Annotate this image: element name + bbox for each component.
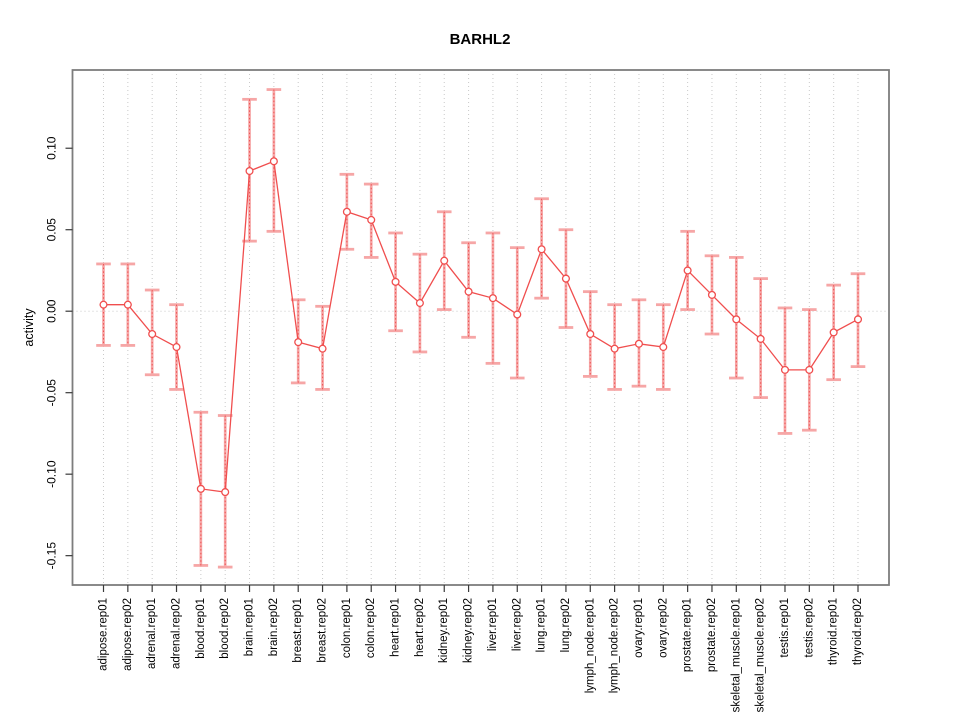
data-point-marker xyxy=(586,329,595,339)
x-tick-label: thyroid.rep01 xyxy=(828,598,840,665)
x-tick-label: adipose.rep02 xyxy=(122,598,134,671)
y-axis-label: activity xyxy=(22,308,36,347)
chart-title: BARHL2 xyxy=(449,31,511,48)
data-point-marker xyxy=(440,256,449,265)
x-tick-label: testis.rep01 xyxy=(779,598,791,657)
y-tick-label: 0.00 xyxy=(45,299,59,323)
data-point-marker xyxy=(123,300,132,309)
data-point-marker xyxy=(172,343,181,352)
series-line xyxy=(103,160,859,493)
data-point-marker xyxy=(148,329,157,339)
x-tick-label: breast.rep02 xyxy=(317,598,329,663)
data-point-marker xyxy=(391,277,400,286)
data-point-marker xyxy=(269,157,278,166)
data-point-marker xyxy=(537,245,546,254)
data-point-marker xyxy=(488,294,497,303)
x-tick-label: brain.rep02 xyxy=(268,598,280,656)
data-point-marker xyxy=(610,344,619,353)
data-point-marker xyxy=(756,334,765,343)
x-tick-label: adipose.rep01 xyxy=(98,598,110,671)
x-tick-label: heart.rep02 xyxy=(414,598,426,657)
y-tick-label: -0.05 xyxy=(45,379,59,407)
data-point-marker xyxy=(805,365,814,374)
x-tick-label: breast.rep01 xyxy=(292,598,304,663)
data-point-marker xyxy=(780,365,790,374)
x-tick-label: prostate.rep01 xyxy=(682,598,694,672)
x-tick-label: blood.rep01 xyxy=(195,598,207,659)
data-point-marker xyxy=(732,315,741,324)
y-tick-label: 0.10 xyxy=(45,136,59,160)
data-point-marker xyxy=(464,287,473,296)
x-tick-label: kidney.rep01 xyxy=(438,598,450,663)
data-point-marker xyxy=(561,274,570,283)
y-tick-label: -0.10 xyxy=(45,460,59,488)
x-tick-label: lymph_node.rep01 xyxy=(584,598,596,693)
x-tick-label: heart.rep01 xyxy=(390,598,402,657)
x-tick-label: skeletal_muscle.rep01 xyxy=(730,598,742,712)
x-tick-label: ovary.rep02 xyxy=(657,598,669,658)
x-tick-label: colon.rep01 xyxy=(341,598,353,658)
x-tick-label: kidney.rep02 xyxy=(463,598,475,663)
x-tick-label: adrenal.rep02 xyxy=(171,598,183,669)
x-tick-label: brain.rep01 xyxy=(244,598,256,656)
data-point-marker xyxy=(513,310,522,319)
data-point-marker xyxy=(634,339,644,348)
x-tick-label: blood.rep02 xyxy=(219,598,231,659)
x-tick-label: lung.rep02 xyxy=(560,598,572,652)
x-tick-label: liver.rep02 xyxy=(511,598,523,651)
x-tick-label: ovary.rep01 xyxy=(633,598,645,658)
x-tick-label: colon.rep02 xyxy=(365,598,377,658)
data-point-marker xyxy=(853,315,863,324)
x-tick-label: skeletal_muscle.rep02 xyxy=(755,598,767,712)
data-point-marker xyxy=(367,215,376,224)
data-point-marker xyxy=(196,484,205,493)
x-tick-label: prostate.rep02 xyxy=(706,598,718,672)
data-point-marker xyxy=(829,328,838,337)
x-tick-label: lymph_node.rep02 xyxy=(609,598,621,693)
x-tick-label: testis.rep02 xyxy=(803,598,815,657)
data-point-marker xyxy=(342,207,351,216)
data-point-marker xyxy=(683,266,692,275)
data-point-marker xyxy=(659,343,668,352)
y-tick-label: -0.15 xyxy=(45,542,59,570)
data-point-marker xyxy=(221,488,230,497)
x-tick-label: liver.rep01 xyxy=(487,598,499,651)
data-point-marker xyxy=(318,344,327,353)
data-point-marker xyxy=(99,300,108,309)
x-tick-label: lung.rep01 xyxy=(536,598,548,652)
plot-frame xyxy=(71,69,890,586)
data-point-marker xyxy=(294,338,303,347)
data-point-marker xyxy=(245,166,254,176)
data-point-marker xyxy=(707,290,717,299)
x-tick-label: thyroid.rep02 xyxy=(852,598,864,665)
x-tick-label: adrenal.rep01 xyxy=(146,598,158,669)
y-tick-label: 0.05 xyxy=(45,218,59,242)
data-point-marker xyxy=(415,299,424,308)
